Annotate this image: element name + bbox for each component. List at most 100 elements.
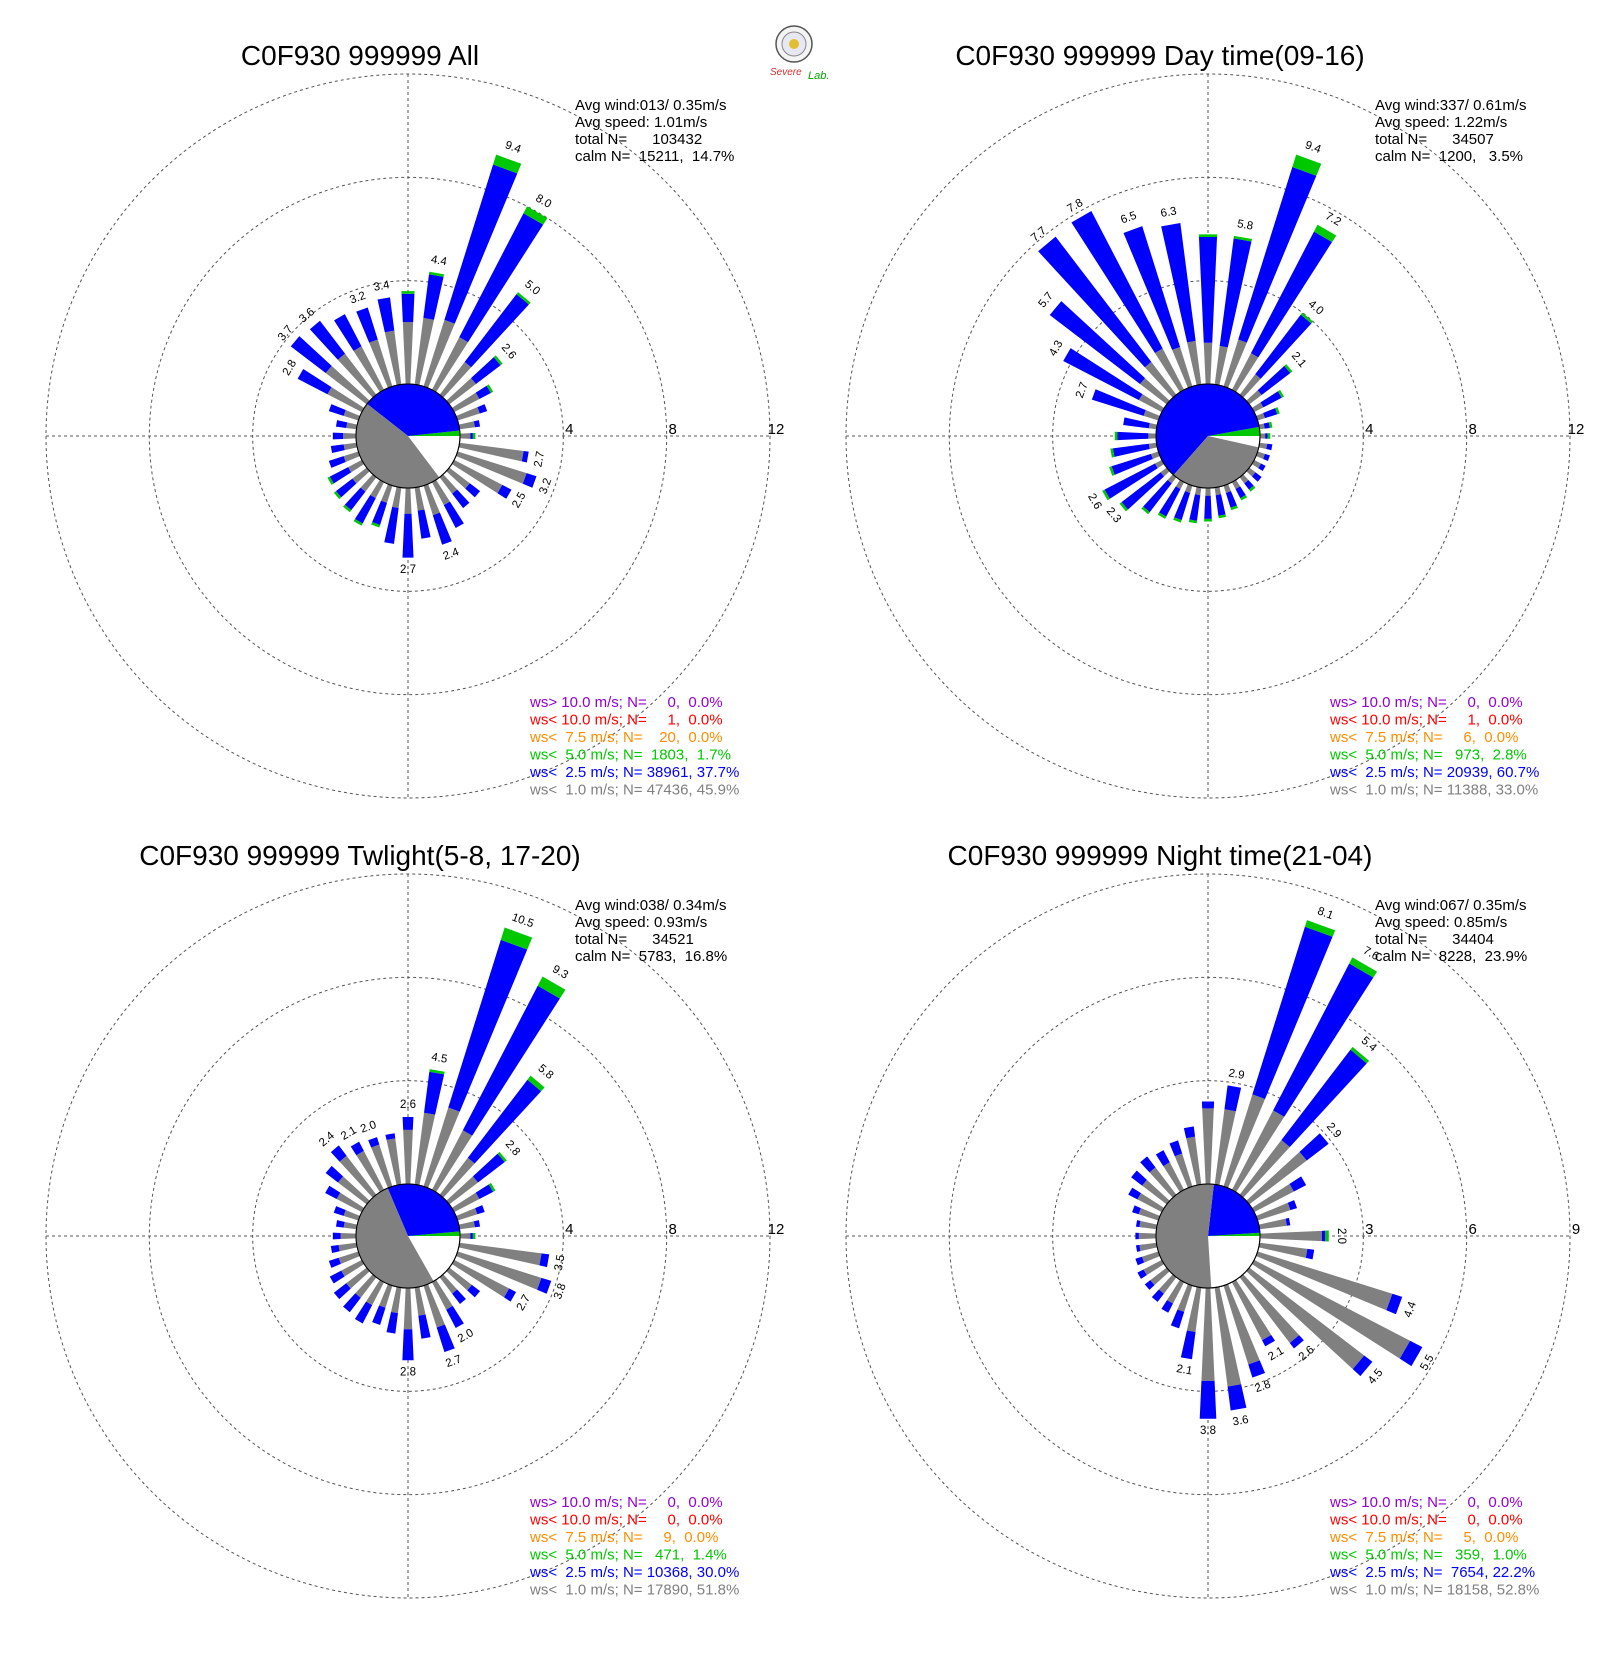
- sector-label: 3.8: [552, 1282, 569, 1301]
- sector-label: 2.1: [1266, 1345, 1286, 1363]
- sector-label: 5.8: [1236, 218, 1254, 233]
- wind-bar-segment: [335, 1220, 345, 1228]
- wind-bar-segment: [465, 483, 481, 498]
- wind-bar-segment: [1139, 1220, 1158, 1230]
- wind-bar-segment: [1225, 491, 1237, 508]
- wind-bar-segment: [436, 1324, 455, 1353]
- wind-bar-segment: [1174, 1153, 1193, 1188]
- wind-bar-segment: [451, 1259, 510, 1298]
- legend-entry: ws< 2.5 m/s; N= 20939, 60.7%: [1329, 764, 1539, 781]
- sector-label: 2.8: [1253, 1378, 1272, 1395]
- sector-label: 6.3: [1160, 205, 1178, 220]
- wind-bar-segment: [1170, 1309, 1185, 1329]
- wind-bar-segment: [431, 479, 450, 506]
- wind-bar-segment: [414, 486, 425, 511]
- wind-bar-segment: [1160, 467, 1170, 477]
- legend-entry: ws> 10.0 m/s; N= 0, 0.0%: [529, 1494, 723, 1511]
- wind-bar-segment: [1260, 391, 1282, 408]
- wind-bar-segment: [414, 1112, 436, 1186]
- wind-bar-segment: [1257, 365, 1291, 396]
- wind-bar-segment: [1321, 1230, 1326, 1242]
- stat-line: calm N= 8228, 23.9%: [1375, 948, 1527, 965]
- wind-bar-segment: [414, 317, 434, 386]
- wind-bar-segment: [1205, 487, 1211, 496]
- wind-bar-segment: [458, 1242, 542, 1266]
- wind-bar-segment: [327, 476, 334, 485]
- wind-bar-segment: [423, 1284, 445, 1328]
- wind-bar-segment: [353, 518, 363, 526]
- wind-bar-segment: [401, 293, 415, 323]
- wind-bar-segment: [360, 474, 377, 492]
- wind-bar-segment: [1142, 1179, 1170, 1205]
- svg-text:Lab.: Lab.: [808, 70, 829, 82]
- wind-bar-segment: [429, 271, 445, 277]
- wind-bar-segment: [1119, 502, 1128, 512]
- wind-bar-segment: [346, 422, 358, 430]
- sector-label: 2.0: [1335, 1228, 1347, 1244]
- legend-entry: ws< 1.0 m/s; N= 17890, 51.8%: [529, 1582, 739, 1599]
- wind-bar-segment: [352, 467, 370, 484]
- sector-label: 4.4: [430, 254, 448, 269]
- wind-bar-segment: [1199, 1380, 1217, 1419]
- wind-bar-segment: [1239, 1139, 1290, 1198]
- sector-label: 9.4: [1303, 139, 1323, 156]
- sector-label: 2.7: [400, 564, 416, 576]
- sector-label: 2.4: [442, 546, 462, 563]
- ring-label: 12: [1568, 421, 1585, 438]
- wind-bar-segment: [328, 404, 346, 416]
- ring-label: 6: [1468, 1221, 1476, 1238]
- wind-bar-segment: [403, 1287, 413, 1330]
- sector-label: 2.0: [359, 1119, 378, 1136]
- ring-label: 4: [1365, 421, 1373, 438]
- legend-entry: ws< 7.5 m/s; N= 9, 0.0%: [529, 1529, 718, 1546]
- wind-bar-segment: [462, 985, 560, 1136]
- wind-bar-segment: [369, 339, 393, 388]
- wind-bar-segment: [1251, 472, 1262, 482]
- wind-bar-segment: [451, 459, 503, 494]
- wind-bar-segment: [456, 1251, 542, 1290]
- ring-label: 9: [1572, 1221, 1580, 1238]
- wind-bar-segment: [537, 1277, 552, 1294]
- wind-bar-segment: [329, 467, 352, 484]
- wind-bar-segment: [497, 1151, 507, 1163]
- stat-line: Avg wind:038/ 0.34m/s: [575, 897, 726, 914]
- wind-bar-segment: [1231, 1110, 1285, 1193]
- wind-bar-segment: [446, 1267, 472, 1291]
- wind-bar-segment: [1235, 486, 1246, 499]
- wind-bar-segment: [523, 206, 548, 225]
- wind-bar-segment: [1172, 346, 1193, 388]
- svg-text:Severe: Severe: [770, 67, 802, 78]
- stat-line: calm N= 5783, 16.8%: [575, 948, 727, 965]
- wind-bar-segment: [456, 1208, 478, 1221]
- wind-bar-segment: [309, 320, 346, 360]
- wind-bar-segment: [493, 355, 503, 366]
- panel-title: C0F930 999999 Night time(21-04): [948, 840, 1373, 871]
- stat-line: total N= 103432: [575, 131, 702, 148]
- wind-bar-segment: [1128, 1187, 1141, 1200]
- wind-bar-segment: [429, 1069, 445, 1075]
- sector-label: 2.6: [1297, 1344, 1317, 1363]
- wind-bar-segment: [1399, 1340, 1423, 1367]
- wind-bar-segment: [1150, 1267, 1170, 1286]
- ring-label: 8: [1468, 421, 1476, 438]
- wind-bar-segment: [343, 1210, 360, 1221]
- wind-bar-segment: [456, 451, 527, 484]
- wind-bar-segment: [423, 274, 444, 320]
- wind-bar-segment: [335, 478, 357, 498]
- stat-line: Avg speed: 1.22m/s: [1375, 114, 1507, 131]
- wind-bar-segment: [1240, 495, 1248, 501]
- stat-line: calm N= 15211, 14.7%: [575, 148, 734, 165]
- wind-bar-segment: [1114, 431, 1118, 441]
- wind-bar-segment: [1223, 1094, 1266, 1188]
- wind-bar-segment: [337, 353, 377, 398]
- wind-bar-segment: [1258, 1218, 1287, 1230]
- wind-bar-segment: [333, 1283, 351, 1300]
- wind-bar-segment: [1138, 394, 1165, 413]
- wind-bar-segment: [328, 1257, 341, 1268]
- wind-bar-segment: [467, 1079, 542, 1164]
- wind-bar-segment: [1091, 389, 1146, 416]
- wind-bar-segment: [1117, 431, 1149, 441]
- sector-label: 2.9: [1228, 1067, 1246, 1082]
- pie-outline: [355, 383, 461, 489]
- stat-line: total N= 34521: [575, 931, 694, 948]
